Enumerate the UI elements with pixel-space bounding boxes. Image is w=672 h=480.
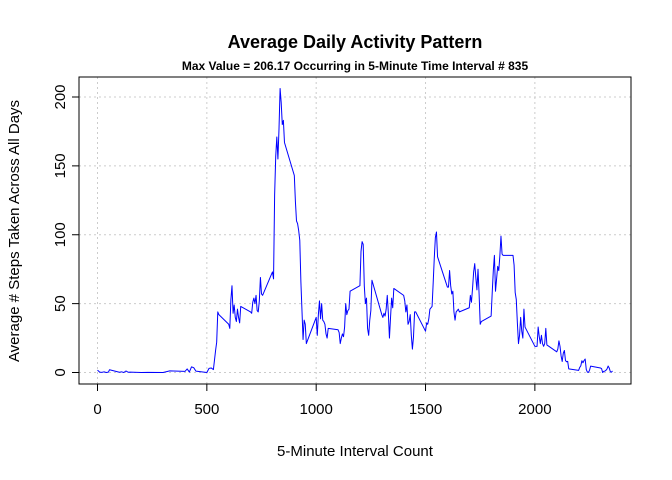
x-tick-label: 2000 <box>518 401 551 418</box>
series-line <box>97 88 613 373</box>
chart-subtitle: Max Value = 206.17 Occurring in 5-Minute… <box>182 59 529 73</box>
x-tick-label: 500 <box>194 401 219 418</box>
plot-frame <box>78 76 632 385</box>
x-tick-label: 1500 <box>409 401 442 418</box>
y-tick-label: 200 <box>52 84 69 109</box>
y-tick-label: 150 <box>52 153 69 178</box>
y-tick-label: 0 <box>52 368 69 376</box>
data-series <box>97 88 613 373</box>
y-axis-label: Average # Steps Taken Across All Days <box>6 100 23 362</box>
x-axis: 0 500 1000 1500 2000 <box>93 383 552 418</box>
y-tick-label: 50 <box>52 295 69 312</box>
y-tick-label: 100 <box>52 222 69 247</box>
chart-title: Average Daily Activity Pattern <box>228 32 483 52</box>
y-axis: 0 50 100 150 200 <box>52 84 80 377</box>
grid-lines <box>79 77 631 384</box>
x-tick-label: 0 <box>93 401 101 418</box>
x-axis-label: 5-Minute Interval Count <box>277 443 434 460</box>
x-tick-label: 1000 <box>299 401 332 418</box>
